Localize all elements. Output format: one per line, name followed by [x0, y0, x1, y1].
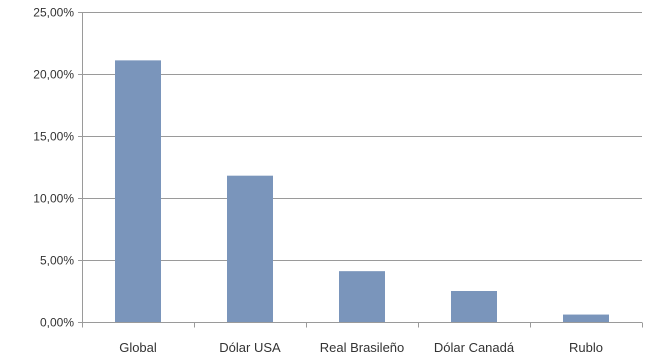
x-tick-label: Dólar Canadá — [434, 340, 515, 355]
bar-d-lar-usa — [227, 175, 273, 322]
x-axis — [82, 322, 643, 328]
x-tick-label: Real Brasileño — [320, 340, 405, 355]
y-tick-label: 20,00% — [33, 68, 74, 82]
bar-d-lar-canad- — [451, 291, 497, 322]
y-tick-label: 25,00% — [33, 6, 74, 20]
y-tick-label: 10,00% — [33, 192, 74, 206]
y-tick-label: 0,00% — [40, 316, 74, 330]
bar-global — [115, 60, 161, 323]
x-tick-labels: Global Dólar USA Real Brasileño Dólar Canad… — [119, 340, 603, 355]
bar-real-brasile-o — [339, 271, 385, 322]
y-tick-label: 5,00% — [40, 254, 74, 268]
x-tick-label: Dólar USA — [219, 340, 281, 355]
y-tick-labels: 0,00% 5,00% 10,00% 15,00% 20,00% 25,00% — [33, 6, 74, 330]
x-tick-label: Rublo — [569, 340, 603, 355]
bars — [115, 60, 609, 323]
y-tick-label: 15,00% — [33, 130, 74, 144]
gridlines — [78, 12, 642, 323]
x-tick-label: Global — [119, 340, 157, 355]
bar-rublo — [563, 314, 609, 322]
